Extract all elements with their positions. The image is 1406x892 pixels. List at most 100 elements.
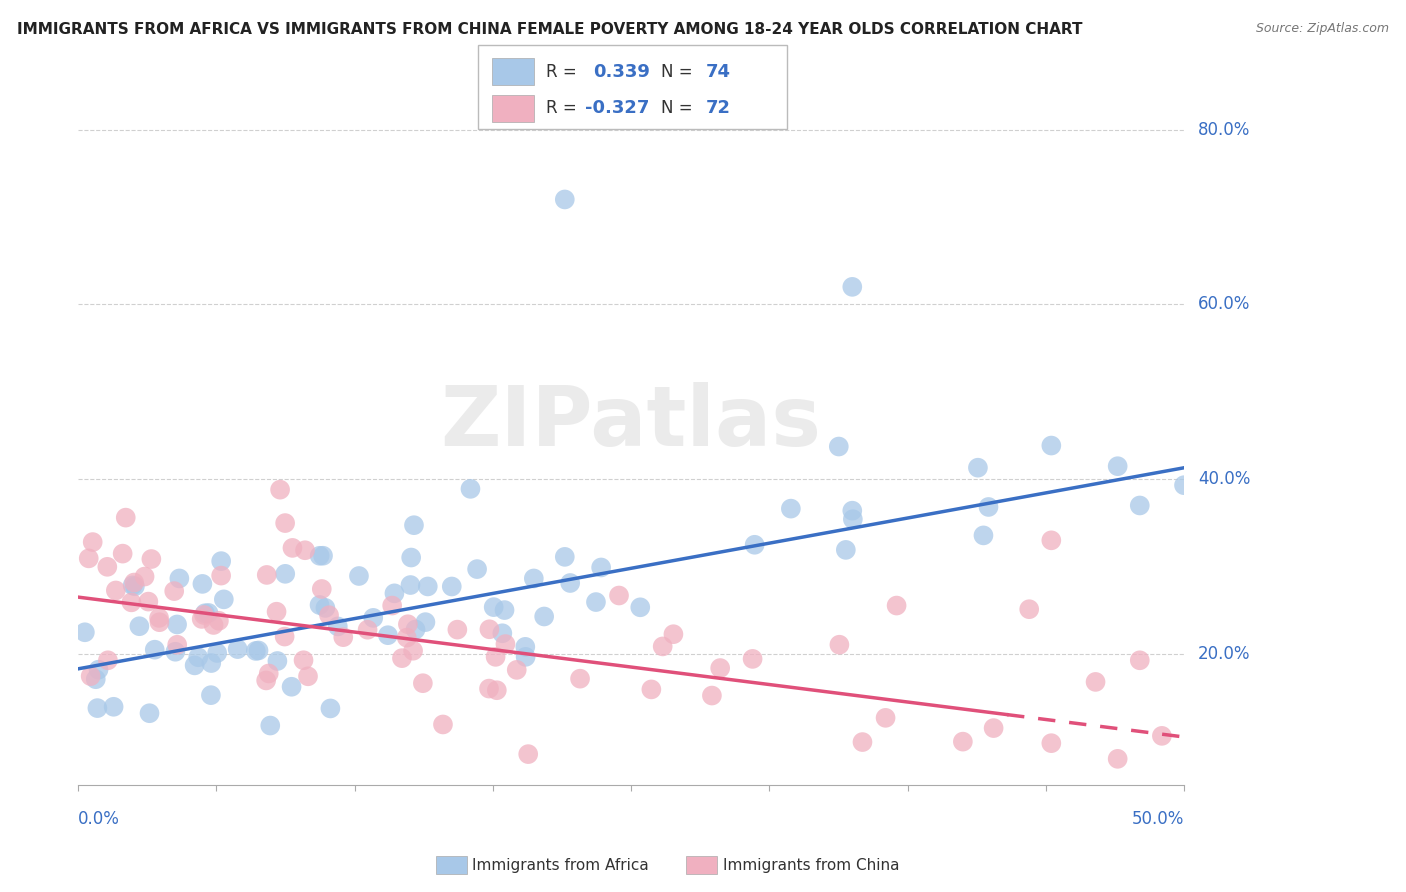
Text: -0.327: -0.327 — [585, 99, 650, 117]
Point — [273, 630, 295, 644]
Point — [254, 673, 277, 688]
Point — [828, 440, 851, 454]
Point — [440, 579, 463, 593]
Point — [197, 606, 219, 620]
Point — [318, 608, 340, 623]
Text: ZIPatlas: ZIPatlas — [440, 382, 821, 463]
Point — [257, 666, 280, 681]
Point — [319, 701, 342, 715]
Point — [103, 699, 125, 714]
Point — [484, 649, 506, 664]
Point — [294, 543, 316, 558]
Point — [460, 482, 482, 496]
Point — [1129, 499, 1152, 513]
Point — [494, 637, 516, 651]
Text: IMMIGRANTS FROM AFRICA VS IMMIGRANTS FROM CHINA FEMALE POVERTY AMONG 18-24 YEAR : IMMIGRANTS FROM AFRICA VS IMMIGRANTS FRO… — [17, 22, 1083, 37]
Point — [1040, 736, 1063, 750]
Point — [73, 625, 96, 640]
Text: 0.339: 0.339 — [593, 62, 650, 80]
Point — [506, 663, 529, 677]
Text: R =: R = — [546, 99, 576, 117]
Point — [700, 689, 723, 703]
Point — [104, 583, 127, 598]
Point — [96, 559, 118, 574]
Point — [560, 576, 582, 591]
Point — [517, 747, 540, 761]
Point — [183, 658, 205, 673]
Point — [166, 617, 188, 632]
Point — [280, 680, 302, 694]
Point — [141, 552, 163, 566]
Point — [779, 501, 801, 516]
Point — [432, 717, 454, 731]
Point — [391, 651, 413, 665]
Point — [281, 541, 304, 555]
Point — [209, 554, 232, 568]
Point — [314, 601, 336, 615]
Point — [87, 663, 110, 677]
Point — [187, 650, 209, 665]
Point — [326, 619, 349, 633]
Point — [841, 280, 863, 294]
Point — [482, 600, 505, 615]
Text: 0.0%: 0.0% — [79, 810, 120, 828]
Point — [533, 609, 555, 624]
Point — [1129, 653, 1152, 667]
Point — [1173, 478, 1195, 492]
Point — [347, 569, 370, 583]
Point — [585, 595, 607, 609]
Point — [332, 630, 354, 644]
Point — [84, 672, 107, 686]
Point — [163, 584, 186, 599]
Point — [166, 638, 188, 652]
Point — [662, 627, 685, 641]
Point — [515, 649, 537, 664]
Point — [591, 560, 613, 574]
Point — [1150, 729, 1173, 743]
Text: 50.0%: 50.0% — [1132, 810, 1184, 828]
Point — [399, 550, 422, 565]
Point — [405, 623, 427, 637]
Point — [744, 538, 766, 552]
Point — [86, 701, 108, 715]
Point — [491, 626, 513, 640]
Point — [200, 688, 222, 702]
Point — [569, 672, 592, 686]
Text: 60.0%: 60.0% — [1198, 295, 1250, 313]
Point — [247, 643, 270, 657]
Point — [485, 683, 508, 698]
Point — [212, 592, 235, 607]
Point — [395, 631, 418, 645]
Point — [292, 653, 315, 667]
Point — [308, 549, 330, 563]
Point — [148, 611, 170, 625]
Point — [297, 669, 319, 683]
Point — [377, 628, 399, 642]
Point — [972, 528, 994, 542]
Point — [478, 681, 501, 696]
Point — [1084, 674, 1107, 689]
Point — [111, 547, 134, 561]
Point — [983, 721, 1005, 735]
Point — [120, 595, 142, 609]
Point — [205, 646, 228, 660]
Text: Immigrants from Africa: Immigrants from Africa — [472, 858, 650, 872]
Point — [256, 568, 278, 582]
Point — [128, 619, 150, 633]
Point — [628, 600, 651, 615]
Point — [209, 568, 232, 582]
Text: Source: ZipAtlas.com: Source: ZipAtlas.com — [1256, 22, 1389, 36]
Point — [114, 510, 136, 524]
Point — [399, 578, 422, 592]
Point — [842, 512, 865, 526]
Point — [494, 603, 516, 617]
Point — [416, 579, 439, 593]
Point — [148, 615, 170, 630]
Point — [274, 566, 297, 581]
Text: R =: R = — [546, 62, 576, 80]
Text: 40.0%: 40.0% — [1198, 470, 1250, 488]
Point — [138, 594, 160, 608]
Point — [446, 623, 468, 637]
Point — [402, 518, 425, 533]
Point — [77, 551, 100, 566]
